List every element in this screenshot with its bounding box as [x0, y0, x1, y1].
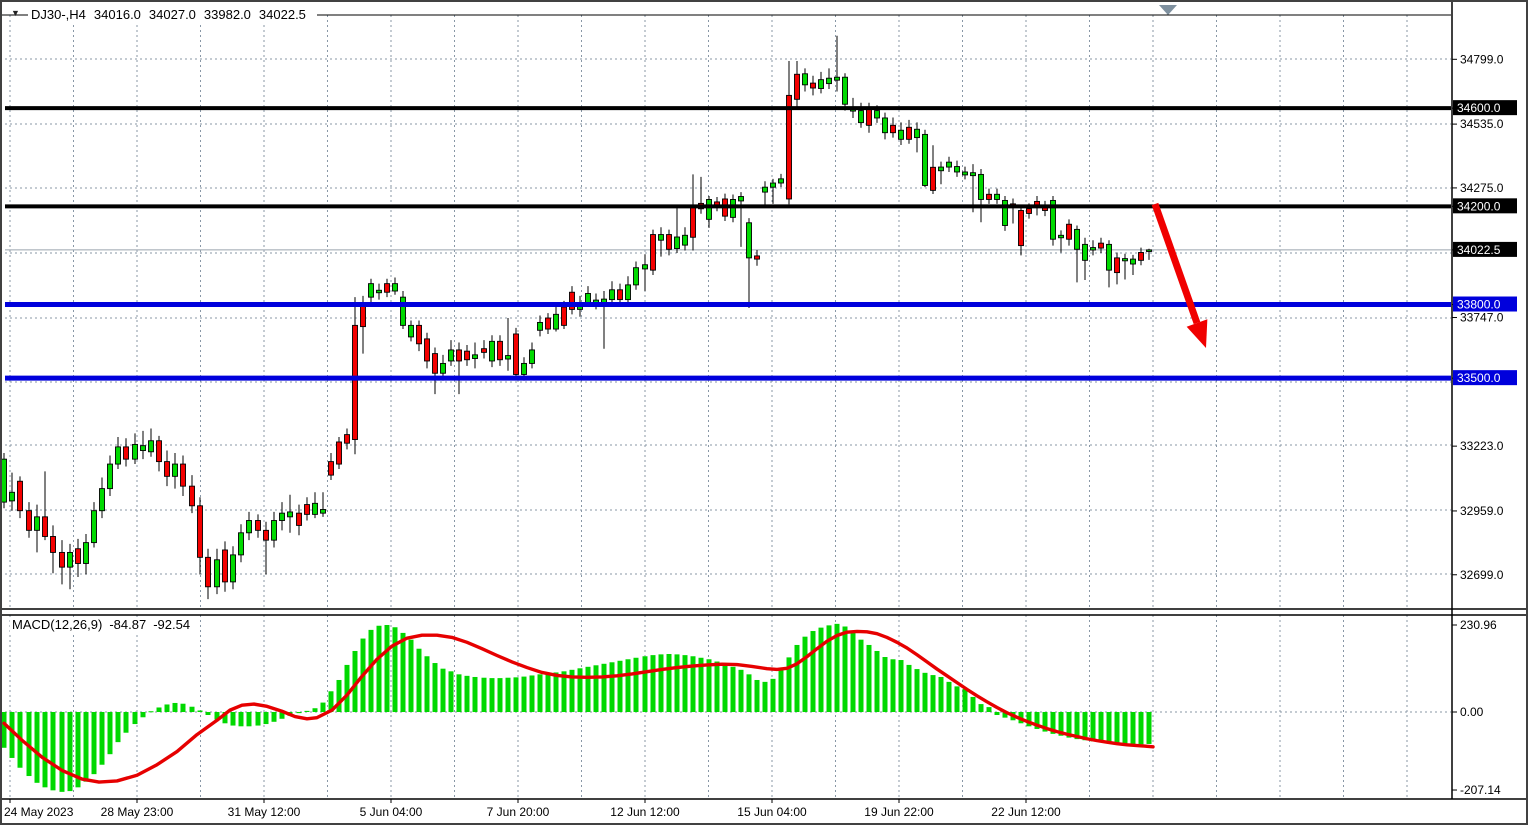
svg-text:33800.0: 33800.0 [1457, 298, 1501, 312]
svg-text:34535.0: 34535.0 [1460, 117, 1504, 131]
time-axis: 24 May 2023 28 May 23:00 31 May 12:00 5 Jun… [4, 799, 1061, 819]
indicator-macd-value: -84.87 [109, 617, 147, 632]
symbol-period-label: DJ30-,H4 [31, 7, 86, 22]
svg-text:34275.0: 34275.0 [1460, 181, 1504, 195]
ohlc-open: 34016.0 [93, 7, 141, 22]
svg-text:24 May 2023: 24 May 2023 [4, 805, 74, 819]
svg-text:32959.0: 32959.0 [1460, 504, 1504, 518]
svg-text:19 Jun 22:00: 19 Jun 22:00 [864, 805, 934, 819]
panel-frames [2, 2, 1526, 800]
trend-arrow[interactable] [1151, 202, 1208, 348]
svg-text:33747.0: 33747.0 [1460, 311, 1504, 325]
grid-lines [5, 15, 1451, 799]
svg-text:33223.0: 33223.0 [1460, 439, 1504, 453]
svg-text:34022.5: 34022.5 [1457, 243, 1501, 257]
macd-signal-line [2, 629, 1155, 784]
svg-text:0.00: 0.00 [1460, 705, 1484, 719]
ohlc-low: 33982.0 [203, 7, 251, 22]
svg-text:22 Jun 12:00: 22 Jun 12:00 [991, 805, 1061, 819]
ohlc-high: 34027.0 [148, 7, 196, 22]
svg-text:31 May 12:00: 31 May 12:00 [228, 805, 301, 819]
svg-text:230.96: 230.96 [1460, 618, 1497, 632]
support-resistance-lines[interactable] [5, 106, 1451, 381]
svg-text:7 Jun 20:00: 7 Jun 20:00 [487, 805, 550, 819]
svg-text:34600.0: 34600.0 [1457, 101, 1501, 115]
indicator-label: MACD(12,26,9) -84.87 -92.54 [10, 617, 200, 632]
ohlc-close: 34022.5 [258, 7, 306, 22]
indicator-signal-value: -92.54 [153, 617, 191, 632]
svg-text:12 Jun 12:00: 12 Jun 12:00 [610, 805, 680, 819]
indicator-name: MACD(12,26,9) [12, 617, 103, 632]
svg-text:-207.14: -207.14 [1460, 783, 1501, 797]
macd-histogram [2, 623, 1152, 792]
svg-text:34799.0: 34799.0 [1460, 52, 1504, 66]
candlestick-series [2, 35, 1152, 600]
svg-text:34200.0: 34200.0 [1457, 199, 1501, 213]
svg-text:15 Jun 04:00: 15 Jun 04:00 [737, 805, 807, 819]
macd-axis: 230.96 0.00 -207.14 [1452, 618, 1501, 797]
svg-text:32699.0: 32699.0 [1460, 568, 1504, 582]
svg-text:33500.0: 33500.0 [1457, 371, 1501, 385]
scroll-to-end-marker[interactable] [1159, 5, 1177, 15]
symbol-dropdown-icon[interactable]: ▼ [11, 8, 20, 18]
svg-text:5 Jun 04:00: 5 Jun 04:00 [360, 805, 423, 819]
price-axis: 34799.0 34600.0 34535.0 34275.0 34200.0 34022… [1452, 52, 1517, 582]
chart-title: DJ30-,H4 34016.0 34027.0 33982.0 34022.5 [28, 7, 317, 22]
svg-text:28 May 23:00: 28 May 23:00 [101, 805, 174, 819]
